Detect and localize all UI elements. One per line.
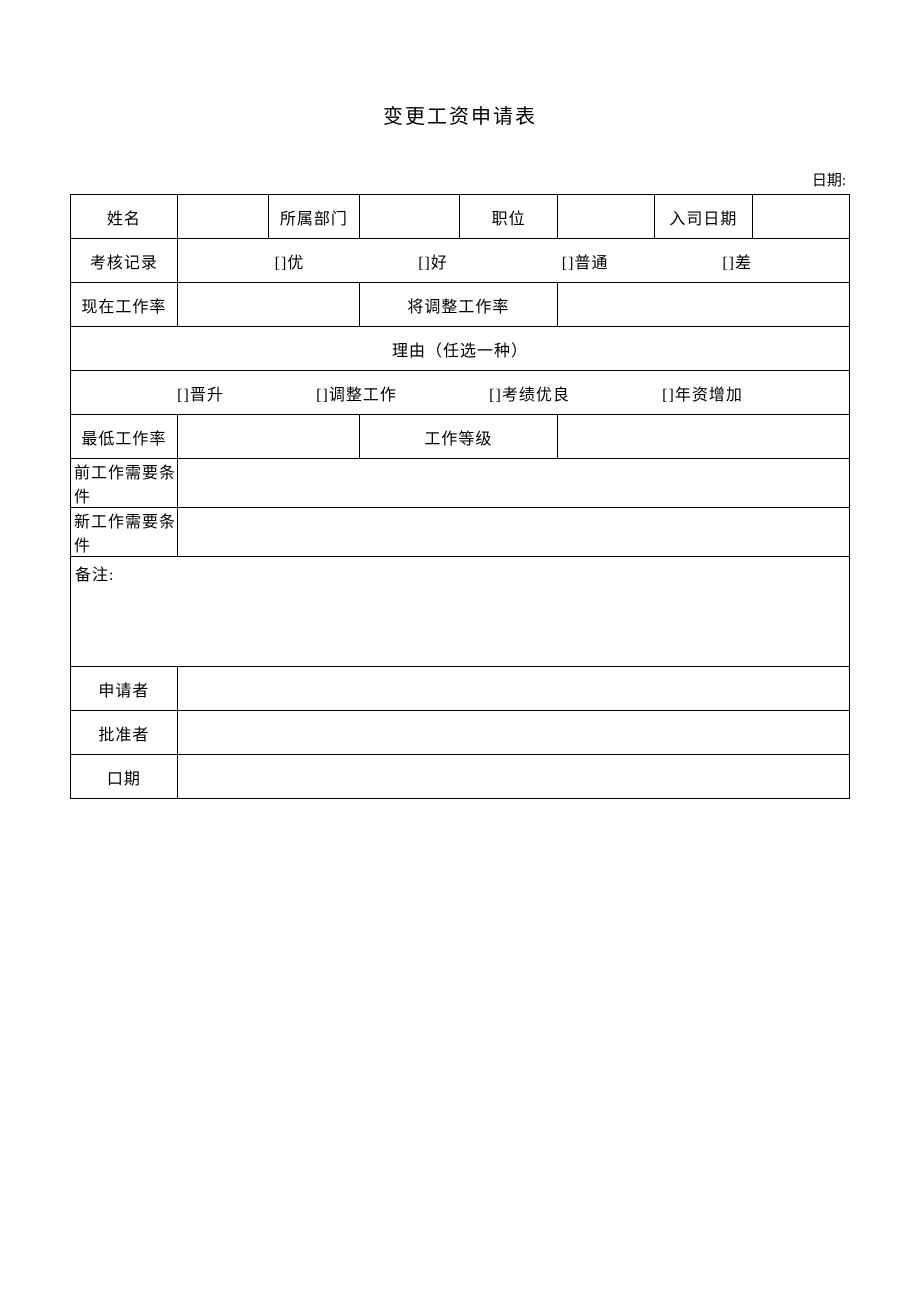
current-rate-label: 现在工作率 bbox=[71, 283, 178, 327]
assessment-option-excellent[interactable]: []优 bbox=[275, 249, 305, 273]
new-req-value[interactable] bbox=[177, 508, 849, 557]
current-rate-value[interactable] bbox=[177, 283, 359, 327]
table-row: []晋升 []调整工作 []考绩优良 []年资增加 bbox=[71, 371, 850, 415]
table-row: 理由（任选一种） bbox=[71, 327, 850, 371]
hire-date-value[interactable] bbox=[752, 195, 849, 239]
reason-header: 理由（任选一种） bbox=[71, 327, 850, 371]
table-row: 新工作需要条件 bbox=[71, 508, 850, 557]
table-row: 前工作需要条件 bbox=[71, 459, 850, 508]
reason-option-performance[interactable]: []考绩优良 bbox=[489, 381, 570, 405]
approver-label: 批准者 bbox=[71, 711, 178, 755]
approver-value[interactable] bbox=[177, 711, 849, 755]
form-date-label: 口期 bbox=[71, 755, 178, 799]
hire-date-label: 入司日期 bbox=[655, 195, 752, 239]
table-row: 现在工作率 将调整工作率 bbox=[71, 283, 850, 327]
prev-req-value[interactable] bbox=[177, 459, 849, 508]
min-rate-label: 最低工作率 bbox=[71, 415, 178, 459]
table-row: 最低工作率 工作等级 bbox=[71, 415, 850, 459]
table-row: 考核记录 []优 []好 []普通 []差 bbox=[71, 239, 850, 283]
reason-options-cell: []晋升 []调整工作 []考绩优良 []年资增加 bbox=[71, 371, 850, 415]
assessment-option-average[interactable]: []普通 bbox=[562, 249, 609, 273]
prev-req-label: 前工作需要条件 bbox=[71, 459, 178, 508]
adjust-rate-value[interactable] bbox=[557, 283, 849, 327]
grade-label: 工作等级 bbox=[360, 415, 558, 459]
applicant-value[interactable] bbox=[177, 667, 849, 711]
date-header-label: 日期: bbox=[70, 169, 850, 190]
reason-option-seniority[interactable]: []年资增加 bbox=[662, 381, 743, 405]
reason-option-promotion[interactable]: []晋升 bbox=[177, 381, 224, 405]
name-label: 姓名 bbox=[71, 195, 178, 239]
reason-option-adjust[interactable]: []调整工作 bbox=[316, 381, 397, 405]
table-row: 备注: bbox=[71, 557, 850, 667]
assessment-option-good[interactable]: []好 bbox=[418, 249, 448, 273]
document-title: 变更工资申请表 bbox=[70, 100, 850, 129]
adjust-rate-label: 将调整工作率 bbox=[360, 283, 558, 327]
assessment-option-poor[interactable]: []差 bbox=[722, 249, 752, 273]
assessment-options-cell: []优 []好 []普通 []差 bbox=[177, 239, 849, 283]
new-req-label: 新工作需要条件 bbox=[71, 508, 178, 557]
position-label: 职位 bbox=[460, 195, 557, 239]
table-row: 申请者 bbox=[71, 667, 850, 711]
dept-label: 所属部门 bbox=[268, 195, 359, 239]
salary-change-form-table: 姓名 所属部门 职位 入司日期 考核记录 []优 []好 []普通 []差 现在… bbox=[70, 194, 850, 799]
min-rate-value[interactable] bbox=[177, 415, 359, 459]
table-row: 姓名 所属部门 职位 入司日期 bbox=[71, 195, 850, 239]
name-value[interactable] bbox=[177, 195, 268, 239]
position-value[interactable] bbox=[557, 195, 654, 239]
assessment-label: 考核记录 bbox=[71, 239, 178, 283]
remarks-cell[interactable]: 备注: bbox=[71, 557, 850, 667]
table-row: 批准者 bbox=[71, 711, 850, 755]
applicant-label: 申请者 bbox=[71, 667, 178, 711]
dept-value[interactable] bbox=[360, 195, 460, 239]
table-row: 口期 bbox=[71, 755, 850, 799]
grade-value[interactable] bbox=[557, 415, 849, 459]
form-date-value[interactable] bbox=[177, 755, 849, 799]
remarks-label: 备注: bbox=[75, 567, 114, 584]
